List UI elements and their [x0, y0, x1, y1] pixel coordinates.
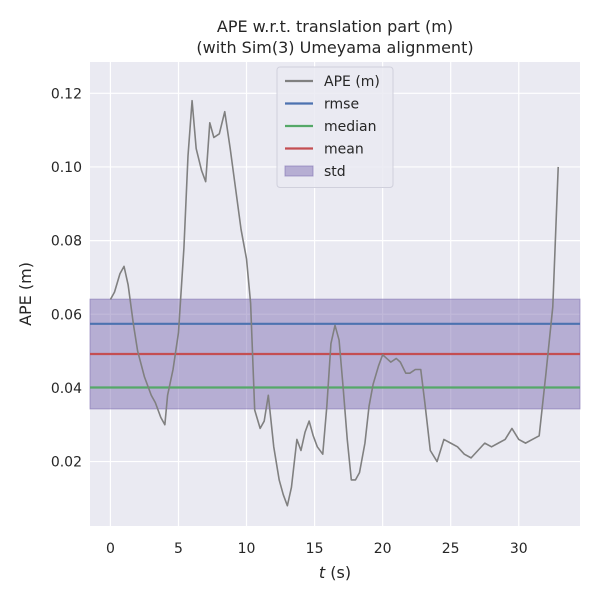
chart-title-line2: (with Sim(3) Umeyama alignment)	[196, 38, 473, 57]
y-axis-label: APE (m)	[16, 262, 35, 326]
legend-label: APE (m)	[324, 74, 380, 90]
y-tick-label: 0.08	[51, 234, 82, 250]
legend-label: mean	[324, 142, 364, 158]
legend-box	[276, 66, 394, 188]
legend-label: median	[324, 119, 376, 135]
legend-label: rmse	[324, 97, 359, 113]
legend-swatch-std	[284, 165, 314, 177]
x-tick-label: 30	[510, 541, 528, 557]
y-tick-label: 0.04	[51, 381, 82, 397]
ape-series-line	[109, 99, 560, 507]
x-tick-label: 20	[374, 541, 392, 557]
legend: APE (m) rmse median mean std	[276, 66, 394, 188]
chart-title-line1: APE w.r.t. translation part (m)	[217, 17, 453, 36]
x-tick-labels: 0 5 10 15 20 25 30	[106, 541, 528, 557]
stat-lines-layer	[90, 322, 580, 389]
legend-label: std	[324, 164, 346, 180]
y-tick-labels: 0.02 0.04 0.06 0.08 0.10 0.12	[51, 86, 82, 470]
x-axis-label: t (s)	[319, 563, 351, 582]
y-tick-label: 0.12	[51, 86, 82, 102]
x-tick-label: 15	[306, 541, 324, 557]
series-layer	[109, 99, 560, 507]
y-tick-label: 0.10	[51, 160, 82, 176]
x-tick-label: 25	[442, 541, 460, 557]
x-tick-label: 10	[238, 541, 256, 557]
y-tick-label: 0.02	[51, 455, 82, 471]
x-tick-label: 0	[106, 541, 115, 557]
x-tick-label: 5	[174, 541, 183, 557]
y-tick-label: 0.06	[51, 307, 82, 323]
